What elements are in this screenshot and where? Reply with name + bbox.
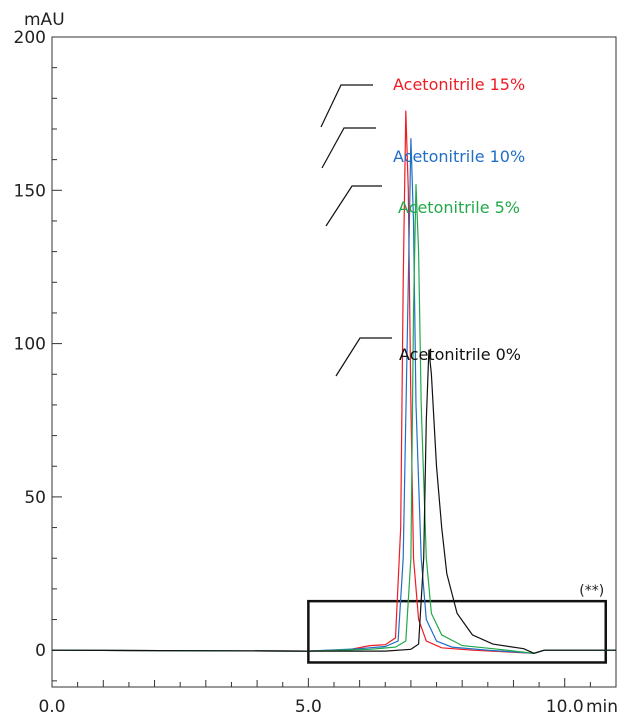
axis-ticks: 0 50 100 150 200 0.0 5.0 10.0 bbox=[14, 28, 591, 717]
annotation-box bbox=[307, 599, 607, 664]
y-axis-unit: mAU bbox=[24, 10, 65, 30]
series-line-2 bbox=[51, 184, 616, 654]
x-tick-label: 5.0 bbox=[295, 697, 322, 717]
y-tick-label: 0 bbox=[35, 641, 46, 661]
series-line-1 bbox=[51, 138, 616, 654]
x-tick-label: 10.0 bbox=[546, 697, 584, 717]
annotation-label: (**) bbox=[579, 583, 604, 599]
plot-frame bbox=[51, 36, 617, 688]
series-line-0 bbox=[51, 110, 616, 654]
callout-leader-line bbox=[321, 127, 376, 169]
y-tick-label: 100 bbox=[14, 335, 46, 355]
callout-leader-line bbox=[325, 185, 382, 227]
y-tick-label: 200 bbox=[14, 28, 46, 48]
series-line-3 bbox=[51, 349, 616, 654]
series-lines bbox=[51, 110, 616, 654]
y-tick-label: 50 bbox=[24, 488, 46, 508]
callout-leader-line bbox=[335, 337, 392, 377]
x-tick-label: 0.0 bbox=[38, 697, 65, 717]
series-label: Acetonitrile 10% bbox=[393, 147, 525, 166]
series-label: Acetonitrile 15% bbox=[393, 75, 525, 94]
series-callouts: Acetonitrile 15% Acetonitrile 10% Acetonit… bbox=[320, 75, 525, 377]
y-tick-label: 150 bbox=[14, 181, 46, 201]
callout-leader-line bbox=[320, 84, 373, 128]
series-label: Acetonitrile 5% bbox=[398, 198, 520, 217]
x-axis-unit: min bbox=[586, 697, 617, 717]
series-label: Acetonitrile 0% bbox=[399, 345, 521, 364]
annotation-group: (**) bbox=[307, 583, 607, 664]
